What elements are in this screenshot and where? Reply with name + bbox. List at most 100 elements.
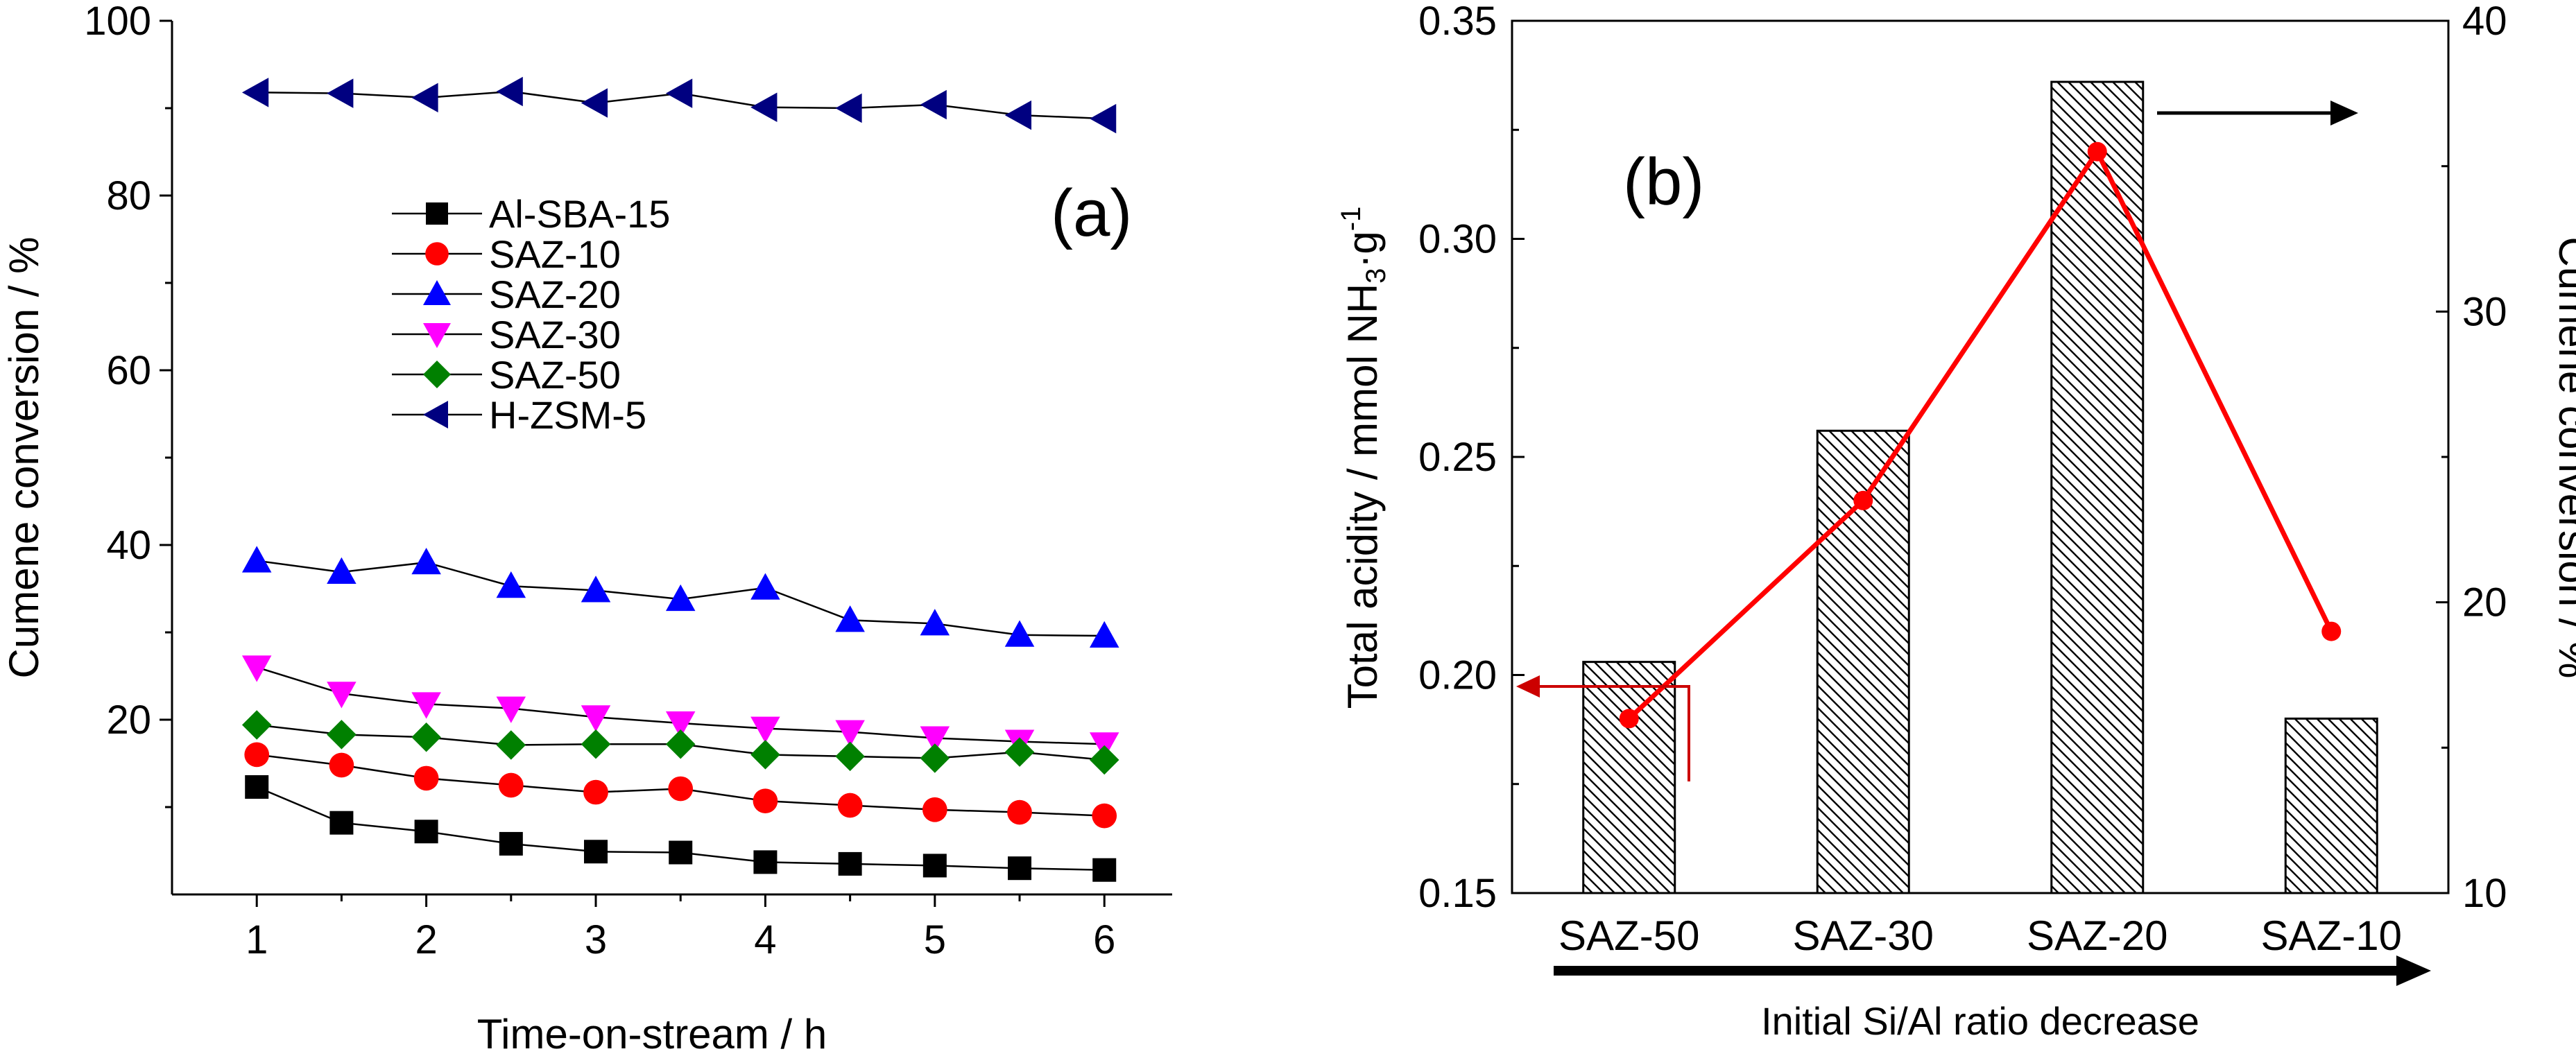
data-point-saz-50 [411, 722, 441, 752]
panel-b-category-label: SAZ-30 [1793, 912, 1934, 959]
data-point-saz-20 [920, 609, 950, 636]
data-point-saz-50 [835, 741, 865, 772]
panel-a-y-tick-label: 100 [84, 0, 151, 44]
data-point-saz-20 [1004, 620, 1035, 647]
bar-saz-10 [2284, 717, 2378, 894]
data-point-h-zsm-5 [241, 78, 269, 107]
legend-marker-saz-50 [423, 361, 451, 388]
panel-b-left-tick-label: 0.25 [1418, 435, 1497, 480]
panel-b-left-tick-label: 0.35 [1418, 0, 1497, 44]
data-point-saz-10 [498, 772, 524, 798]
legend-marker-saz-20 [423, 280, 451, 305]
panel-a-x-tick-label: 1 [246, 917, 268, 962]
legend-marker-saz-10 [425, 242, 449, 266]
panel-a-x-tick-label: 3 [585, 917, 607, 962]
panel-a-y-tick-label: 40 [106, 523, 151, 568]
panel-b-category-label: SAZ-50 [1559, 912, 1699, 959]
bar-saz-50 [1582, 661, 1676, 894]
data-point-h-zsm-5 [1089, 103, 1117, 134]
legend-label-saz-20: SAZ-20 [489, 272, 621, 316]
panel-b-right-tick-label: 40 [2462, 0, 2507, 44]
data-point-saz-10 [753, 788, 778, 814]
panel-b-left-tick-label: 0.15 [1418, 871, 1497, 916]
data-point-h-zsm-5 [327, 78, 354, 108]
data-point-saz-30 [835, 720, 865, 747]
data-point-saz-30 [665, 711, 696, 738]
data-point-saz-10 [668, 776, 694, 802]
data-point-saz-50 [327, 720, 357, 750]
panel-b-right-y-axis-title: Cumene conversion / % [2550, 237, 2576, 679]
data-point-h-zsm-5 [750, 92, 778, 122]
data-point-saz-50 [750, 740, 780, 770]
data-point-al-sba-15 [414, 820, 438, 844]
data-point-al-sba-15 [1008, 856, 1032, 881]
data-point-al-sba-15 [584, 840, 608, 864]
data-point-saz-10 [329, 752, 354, 778]
panel-b-right-tick-label: 30 [2462, 289, 2507, 334]
data-point-al-sba-15 [245, 775, 269, 799]
conversion-line [1627, 146, 2334, 720]
data-point-h-zsm-5 [835, 93, 862, 123]
panel-b-left-y-axis-title: Total acidity / mmol NH3·g-1 [1336, 207, 1391, 709]
data-point-saz-50 [665, 729, 696, 759]
data-point-saz-50 [920, 743, 950, 773]
panel-b-bar-chart: 0.15 0.20 0.25 0.30 0.35 10 20 30 40 SAZ-50 SAZ-… [1336, 0, 2576, 1043]
data-point-saz-20 [665, 584, 696, 612]
left-axis-pointer-arrowhead [1516, 675, 1540, 698]
data-point-saz-10 [413, 765, 439, 791]
si-al-direction-arrowhead [2396, 955, 2431, 986]
data-point-saz-20 [581, 575, 611, 603]
panel-a-x-tick-label: 6 [1093, 917, 1115, 962]
conversion-point [2321, 621, 2342, 641]
panel-a-y-tick-label: 20 [106, 698, 151, 743]
data-point-saz-30 [920, 726, 950, 753]
data-point-saz-20 [411, 547, 441, 575]
panel-a-x-tick-label: 2 [415, 917, 437, 962]
data-point-saz-10 [1007, 799, 1032, 825]
data-point-h-zsm-5 [920, 89, 947, 120]
panel-a-x-tick-label: 5 [924, 917, 946, 962]
panel-a-y-tick-label: 60 [106, 348, 151, 393]
data-point-saz-10 [922, 797, 947, 822]
data-point-al-sba-15 [753, 850, 778, 874]
data-point-saz-30 [581, 705, 611, 732]
data-point-saz-20 [1089, 621, 1119, 648]
panel-a-label: (a) [1051, 176, 1132, 250]
data-point-al-sba-15 [1092, 858, 1117, 882]
legend-label-h-zsm-5: H-ZSM-5 [489, 393, 646, 437]
data-point-saz-10 [1092, 803, 1117, 829]
data-point-saz-30 [496, 696, 526, 723]
panel-b-category-label: SAZ-20 [2027, 912, 2167, 959]
data-point-saz-50 [1004, 737, 1035, 767]
conversion-point [2087, 141, 2107, 162]
data-point-saz-50 [496, 730, 526, 760]
data-point-saz-30 [750, 716, 780, 743]
legend-label-al-sba-15: Al-SBA-15 [489, 192, 670, 236]
data-point-al-sba-15 [838, 851, 862, 876]
conversion-point [1619, 709, 1639, 729]
data-point-al-sba-15 [669, 840, 693, 865]
data-point-al-sba-15 [329, 811, 354, 835]
panel-b-x-axis-title: Initial Si/Al ratio decrease [1761, 999, 2199, 1043]
legend-label-saz-30: SAZ-30 [489, 313, 621, 356]
data-point-h-zsm-5 [665, 78, 693, 108]
panel-b-category-label: SAZ-10 [2261, 912, 2402, 959]
panel-b-right-tick-label: 20 [2462, 580, 2507, 625]
data-point-saz-10 [244, 742, 270, 768]
panel-a-x-tick-label: 4 [754, 917, 776, 962]
panel-a-line-chart: 20 40 60 80 100 1 2 3 4 5 6 Al-SBA-15SAZ-10SAZ-20… [1, 0, 1172, 1056]
data-point-saz-20 [835, 605, 865, 632]
data-point-h-zsm-5 [581, 88, 608, 118]
data-point-saz-50 [1089, 745, 1119, 775]
panel-b-right-tick-label: 10 [2462, 871, 2507, 916]
panel-a-y-axis-title: Cumene conversion / % [1, 237, 47, 679]
legend-label-saz-10: SAZ-10 [489, 232, 621, 276]
panel-b-left-tick-label: 0.20 [1418, 653, 1497, 698]
legend-marker-saz-30 [423, 323, 451, 348]
data-point-saz-30 [241, 655, 272, 682]
panel-a-y-tick-label: 80 [106, 173, 151, 218]
right-axis-pointer-arrowhead [2330, 101, 2358, 125]
data-point-h-zsm-5 [1004, 100, 1032, 130]
left-y-title-main: Total acidity / mmol NH [1339, 284, 1386, 709]
